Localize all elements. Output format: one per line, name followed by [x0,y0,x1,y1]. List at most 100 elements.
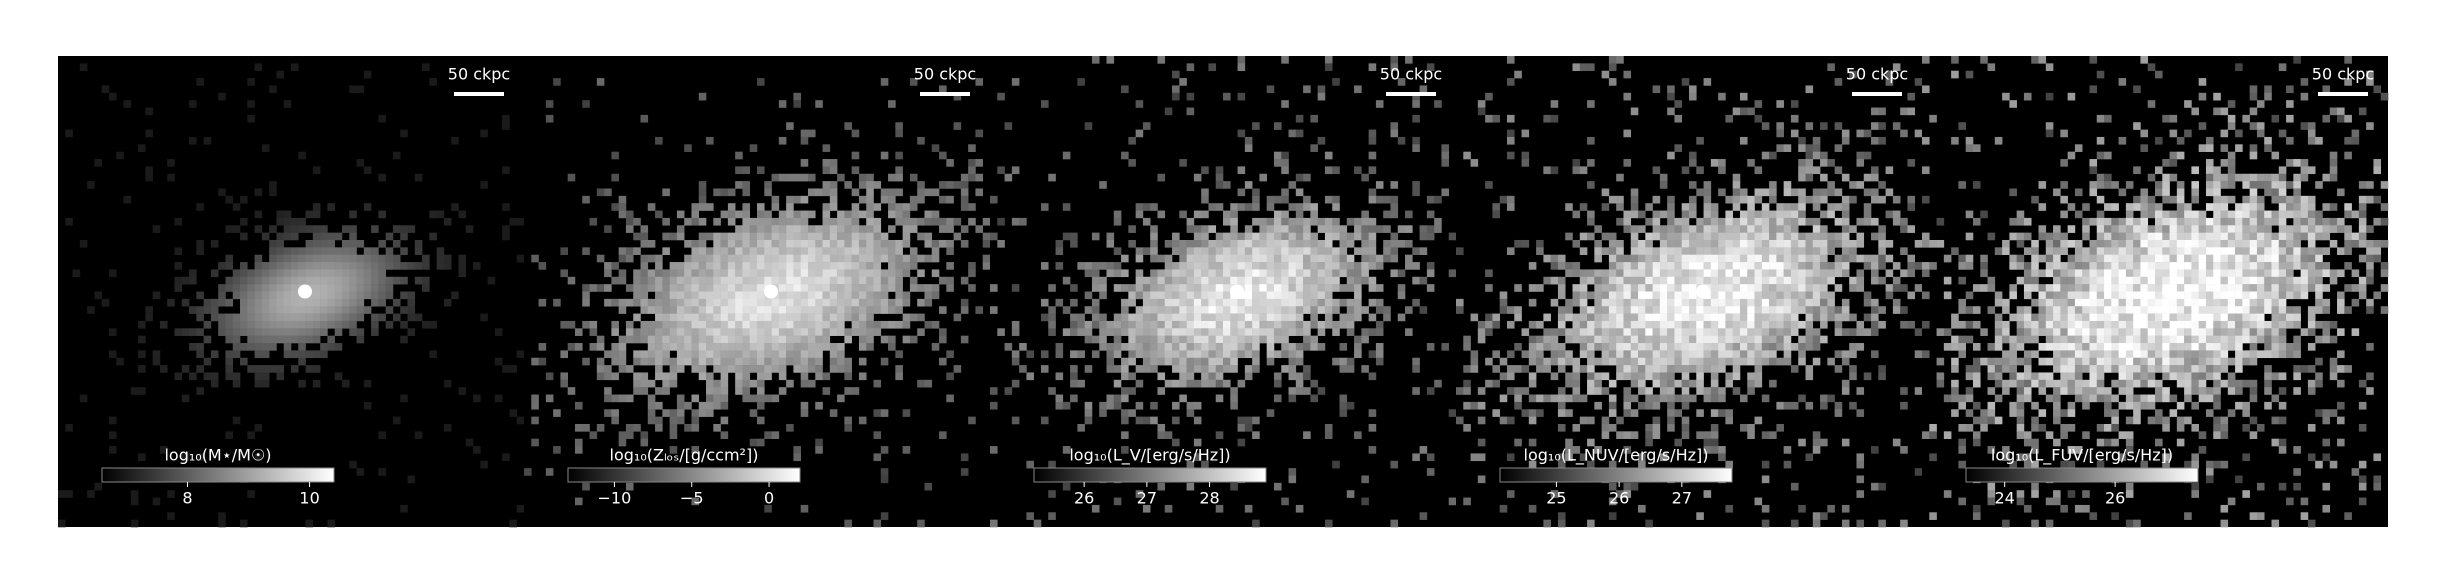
pixel [1922,320,1930,329]
pixel [1332,217,1340,226]
pixel [786,320,794,329]
pixel [1281,350,1289,359]
pixel [385,247,394,255]
pixel [611,343,619,351]
pixel [1113,379,1122,388]
pixel [1186,225,1195,233]
pixel [2016,254,2025,263]
pixel [429,210,437,219]
pixel [1266,335,1275,344]
pixel [1638,401,1646,410]
pixel [240,269,248,278]
pixel [1186,320,1195,329]
pixel [844,298,852,307]
pixel [1048,490,1056,498]
pixel [655,343,663,351]
pixel [1922,269,1930,278]
pixel [735,269,743,278]
pixel [1725,504,1733,513]
pixel [1179,328,1187,336]
pixel [334,262,343,270]
pixel [1026,512,1034,520]
pixel [1769,269,1777,278]
pixel [312,239,321,248]
pixel [196,306,204,314]
pixel [1506,320,1515,329]
pixel [2096,320,2105,329]
pixel [684,284,692,292]
pixel [1871,313,1879,322]
pixel [269,335,277,344]
pixel [1594,269,1602,278]
pixel [684,350,692,359]
pixel [320,254,328,263]
pixel [1776,343,1784,351]
pixel [1805,298,1814,307]
pixel [647,328,656,336]
pixel [1798,195,1806,204]
pixel [247,298,255,307]
pixel [1550,343,1559,351]
pixel [1616,343,1624,351]
pixel [1303,372,1311,381]
pixel [189,269,197,278]
pixel [2016,394,2025,403]
pixel [312,284,321,292]
pixel [1091,56,1100,64]
pixel [1696,343,1704,351]
pixel [902,239,911,248]
pixel [706,343,714,351]
pixel [647,379,656,388]
pixel [356,298,365,307]
pixel [1834,328,1843,336]
pixel [604,387,612,395]
pixel [1281,365,1289,373]
pixel [1616,284,1624,292]
pixel [2074,188,2083,197]
pixel [2053,284,2061,292]
pixel [589,320,598,329]
pixel [1506,350,1515,359]
pixel [1193,313,1202,322]
pixel [1150,247,1158,255]
pixel [167,159,175,167]
pixel [2053,232,2061,241]
pixel [1237,276,1246,285]
pixel [873,379,882,388]
pixel [720,320,729,329]
pixel [1237,247,1246,255]
pixel [771,335,780,344]
pixel [1557,328,1566,336]
pixel [2045,320,2054,329]
pixel [720,239,729,248]
pixel [815,239,823,248]
pixel [1237,423,1246,432]
pixel [1266,409,1275,417]
pixel [1215,357,1224,366]
pixel [1689,313,1697,322]
pixel [1201,269,1209,278]
pixel [691,335,700,344]
pixel [538,343,547,351]
pixel [1099,320,1107,329]
pixel [1776,254,1784,263]
pixel [291,284,299,292]
pixel [1827,394,1835,403]
pixel [1230,254,1238,263]
pixel [400,394,408,403]
pixel [1157,320,1166,329]
pixel [1150,320,1158,329]
pixel [2045,262,2054,270]
pixel [2053,497,2061,506]
pixel [669,306,678,314]
pixel [2074,262,2083,270]
pixel [807,335,816,344]
pixel [1150,350,1158,359]
pixel [1215,276,1224,285]
pixel [2060,379,2068,388]
pixel [1608,269,1617,278]
pixel [1601,423,1610,432]
pixel [1798,438,1806,447]
pixel [764,365,772,373]
pixel [1565,306,1573,314]
